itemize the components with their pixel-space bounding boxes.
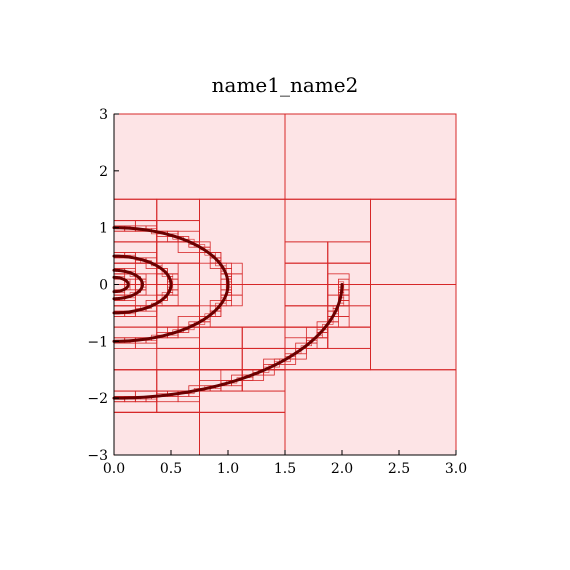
- y-axis: −3 −2 −1 0 1 2 3: [87, 107, 119, 464]
- x-tick-label: 2.0: [331, 461, 353, 477]
- plot-area: [112, 113, 457, 456]
- x-tick-label: 1.0: [217, 461, 239, 477]
- boundary-curve: [112, 283, 344, 400]
- x-tick-label: 0.0: [103, 461, 125, 477]
- boundary-curve: [112, 254, 173, 315]
- boundary-curve: [112, 226, 230, 343]
- x-tick-label: 3.0: [445, 461, 467, 477]
- y-tick-label: 1: [99, 221, 108, 237]
- y-tick-label: −1: [87, 334, 108, 350]
- y-tick-label: −3: [87, 448, 108, 464]
- y-tick-label: −2: [87, 391, 108, 407]
- boundary-curve: [112, 275, 130, 294]
- x-tick-label: 0.5: [160, 461, 182, 477]
- boundary-curve: [112, 268, 145, 301]
- x-tick-label: 2.5: [388, 461, 410, 477]
- x-axis: 0.0 0.5 1.0 1.5 2.0 2.5 3.0: [103, 450, 467, 477]
- x-tick-label: 1.5: [274, 461, 296, 477]
- refinement-cells: [113, 113, 457, 456]
- y-tick-label: 3: [99, 107, 108, 123]
- boundary-curves: [112, 226, 344, 400]
- y-tick-label: 0: [99, 278, 108, 294]
- chart-title: name1_name2: [212, 73, 359, 97]
- y-tick-label: 2: [99, 164, 108, 180]
